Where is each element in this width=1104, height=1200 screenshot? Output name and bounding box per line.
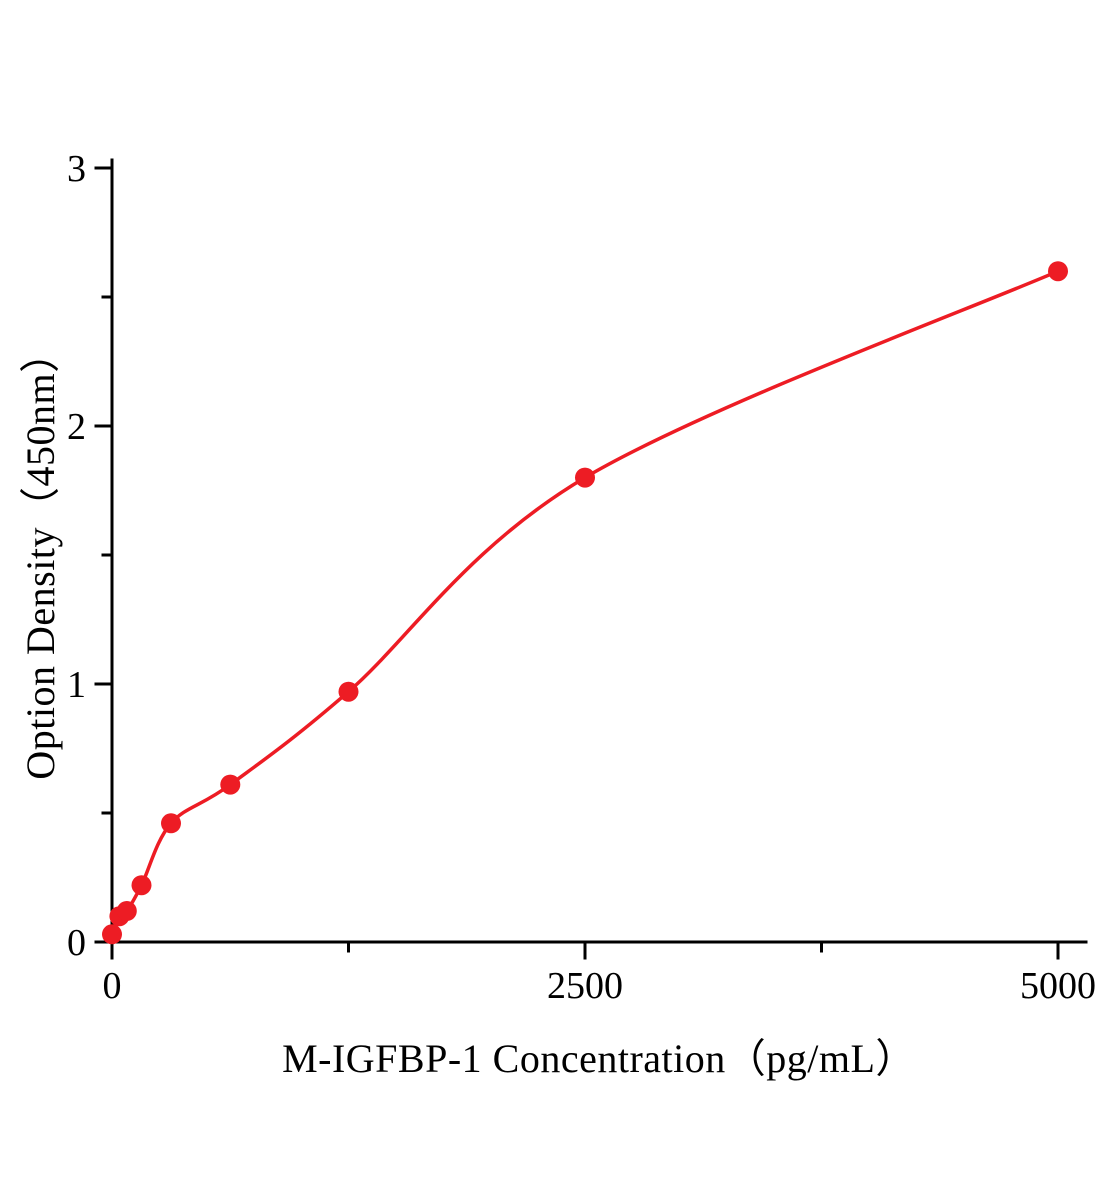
y-tick-label: 3: [67, 148, 86, 190]
data-point: [338, 681, 359, 702]
data-point: [102, 924, 122, 945]
x-tick-label: 2500: [547, 965, 623, 1007]
y-tick-label: 2: [67, 406, 86, 448]
data-points: [102, 261, 1068, 945]
x-axis-title: M-IGFBP-1 Concentration（pg/mL）: [282, 1036, 916, 1081]
y-tick-label: 1: [67, 664, 86, 706]
tick-labels: 0 2500 5000 0 1 2 3: [67, 148, 1096, 1007]
x-tick-label: 5000: [1020, 965, 1096, 1007]
data-point: [220, 774, 241, 795]
data-point: [131, 875, 152, 896]
y-axis-title: Option Density（450nm）: [18, 332, 63, 780]
data-point: [575, 467, 595, 488]
y-tick-label: 0: [67, 922, 86, 964]
x-tick-label: 0: [103, 965, 122, 1007]
data-point: [1048, 261, 1068, 282]
data-point: [116, 901, 137, 921]
data-point: [161, 813, 181, 834]
fit-curve: [110, 269, 1059, 935]
axes: [94, 158, 1088, 960]
